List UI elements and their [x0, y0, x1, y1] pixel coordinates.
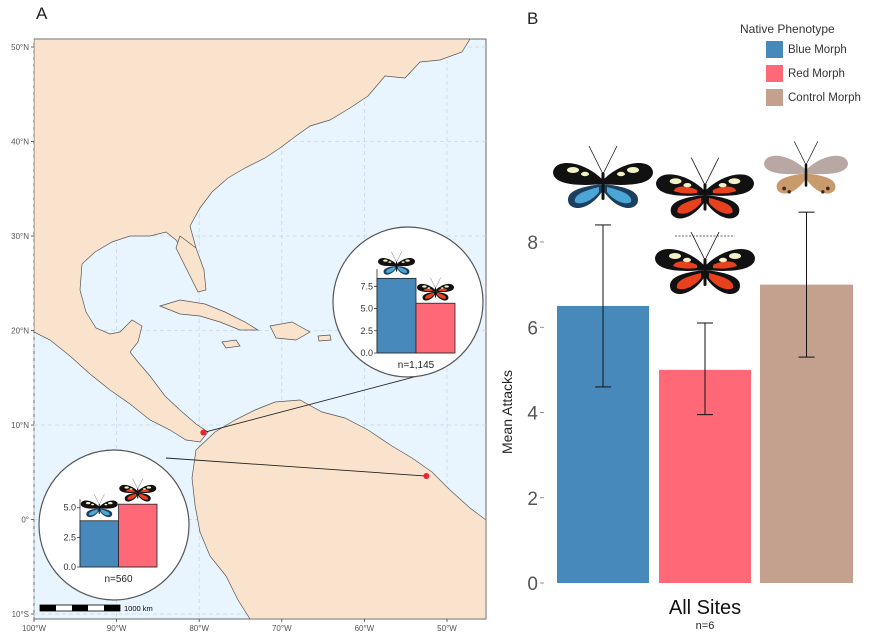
- map-tick-label-lon: 100°W: [22, 624, 47, 633]
- legend-label-red: Red Morph: [788, 67, 845, 80]
- map-tick-label-lon: 50°W: [437, 624, 457, 633]
- inset-bar-red: [118, 503, 158, 568]
- land-hispaniola: [269, 321, 311, 341]
- inset-y-tick-label: 7.5: [360, 281, 373, 291]
- inset-y-tick-label: 2.5: [360, 326, 373, 336]
- map-site-markers: [165, 376, 430, 480]
- butterfly-icon: [764, 141, 848, 194]
- map-tick-label-lat: 0°: [21, 516, 29, 525]
- butterfly-icon: [119, 478, 157, 502]
- inset-y-tick-label: 0.0: [63, 562, 76, 572]
- inset-bar-blue: [376, 277, 417, 354]
- legend-item-blue-morph: Blue Morph: [735, 39, 871, 60]
- panel-b-y-label: Mean Attacks: [499, 370, 515, 454]
- legend: Native Phenotype Blue Morph Red Morph Co…: [735, 22, 871, 108]
- panel-b-label: B: [527, 9, 539, 28]
- inset-bar-blue: [79, 520, 119, 568]
- panel-b-y-tick-label: 6: [527, 318, 538, 339]
- butterfly-icon: [553, 145, 653, 209]
- map-tick-label-lon: 90°W: [107, 624, 127, 633]
- butterfly-icon: [378, 251, 415, 275]
- map-land: [34, 39, 486, 619]
- butterfly-icon: [417, 277, 454, 301]
- butterfly-icon: [655, 231, 755, 295]
- panel-a-label: A: [36, 4, 48, 23]
- inset-bar-red: [415, 302, 456, 354]
- site-leader-line: [203, 376, 415, 433]
- map-tick-label-lat: 10°N: [11, 421, 29, 430]
- land-cuba: [158, 299, 260, 331]
- inset-n-label: n=560: [104, 574, 133, 585]
- legend-title: Native Phenotype: [740, 22, 835, 36]
- legend-item-red-morph: Red Morph: [735, 63, 871, 84]
- inset-y-tick-label: 2.5: [63, 532, 76, 542]
- map-tick-label-lat: 40°N: [11, 138, 29, 147]
- legend-label-blue: Blue Morph: [788, 43, 847, 56]
- inset-panama: 0.0 2.5 5.0 n=560: [38, 449, 190, 601]
- butterfly-icon: [656, 157, 754, 219]
- map-axis-ticks: 100°W 90°W 80°W 70°W 60°W 50°W 50°N 40°N 30°N 20°…: [11, 43, 457, 633]
- legend-swatch-red: [766, 65, 783, 82]
- inset-y-tick-label: 5.0: [63, 503, 76, 513]
- inset-n-label: n=1,145: [398, 360, 435, 371]
- legend-swatch-blue: [766, 41, 783, 58]
- scale-bar-label: 1000 km: [124, 604, 153, 613]
- butterfly-icon: [80, 494, 118, 518]
- legend-label-control: Control Morph: [788, 91, 861, 104]
- panel-b-y-tick-label: 4: [527, 404, 538, 425]
- site-marker: [423, 473, 430, 480]
- map-scale-bar: 1000 km: [39, 604, 153, 613]
- map-tick-label-lat: 20°N: [11, 327, 29, 336]
- error-bar-blue: [595, 224, 611, 388]
- inset-french-guiana: 0.0 2.5 5.0 7.5 n=1,145: [332, 226, 484, 378]
- error-bar-control: [798, 211, 815, 358]
- map-tick-label-lon: 60°W: [355, 624, 375, 633]
- map-tick-label-lon: 70°W: [272, 624, 292, 633]
- map-tick-label-lat: 50°N: [11, 43, 29, 52]
- panel-b-y-tick-label: 8: [527, 233, 538, 254]
- error-bar-red: [697, 322, 713, 416]
- panel-b-y-tick-label: 0: [527, 574, 538, 595]
- site-marker: [200, 429, 207, 436]
- panel-b-n-label: n=6: [696, 620, 715, 632]
- land-jamaica: [221, 339, 241, 349]
- legend-item-control-morph: Control Morph: [735, 87, 871, 108]
- panel-b-x-label: All Sites: [669, 597, 741, 619]
- land-puerto-rico: [317, 334, 332, 342]
- inset-y-tick-label: 5.0: [360, 304, 373, 314]
- inset-y-tick-label: 0.0: [360, 348, 373, 358]
- map-tick-label-lat: 30°N: [11, 232, 29, 241]
- land-florida: [175, 235, 207, 293]
- land-north-america: [34, 39, 471, 443]
- legend-swatch-control: [766, 89, 783, 106]
- map-tick-label-lat: 10°S: [12, 610, 29, 619]
- site-leader-line: [165, 457, 427, 477]
- land-south-america: [191, 399, 486, 619]
- map-tick-label-lon: 80°W: [189, 624, 209, 633]
- panel-b-y-tick-label: 2: [527, 489, 538, 510]
